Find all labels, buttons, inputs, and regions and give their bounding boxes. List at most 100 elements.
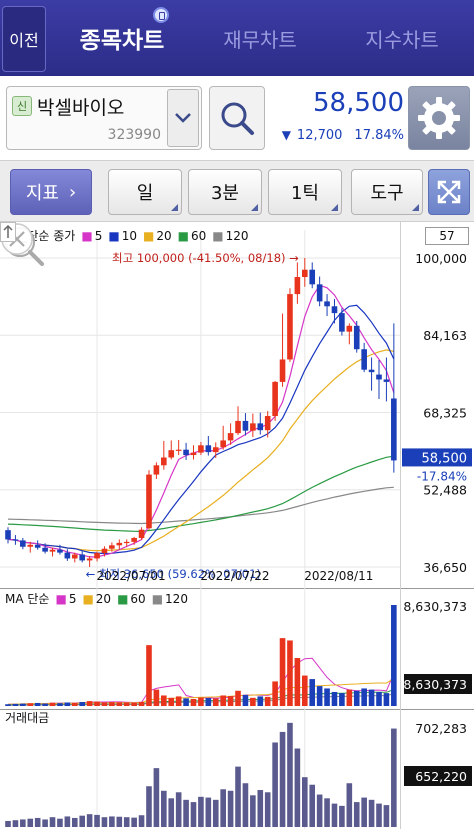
price-change: ▼ 12,700 17.84% bbox=[270, 128, 404, 143]
chart-area[interactable]: MA 단순 종가 ■ 5 ■ 10 ■ 20 ■ 60 ■ 120 MA 단순 ■ 5 ■ 20 ■ 60 ■ 120… bbox=[0, 222, 474, 829]
legend-title: MA 단순 bbox=[5, 592, 49, 606]
candle bbox=[353, 325, 360, 350]
period-day-button[interactable]: 일 bbox=[108, 169, 182, 215]
candle bbox=[190, 452, 197, 456]
candle bbox=[309, 269, 316, 285]
amount-bar bbox=[376, 803, 382, 827]
volume-bar bbox=[71, 702, 78, 706]
amount-bar bbox=[42, 819, 48, 827]
current-price: 58,500 bbox=[313, 88, 404, 118]
amount-bar bbox=[183, 799, 189, 827]
amount-bar bbox=[235, 766, 241, 827]
amount-bar bbox=[5, 820, 11, 827]
candle bbox=[71, 554, 78, 559]
candle bbox=[324, 301, 330, 307]
volume-bar bbox=[175, 696, 182, 706]
candle bbox=[101, 548, 108, 554]
legend-item: 5 bbox=[95, 229, 103, 243]
volume-bar bbox=[49, 702, 56, 706]
amount-bar bbox=[353, 802, 360, 827]
amount-panel-title: 거래대금 bbox=[5, 711, 49, 725]
legend-item: 20 bbox=[96, 592, 111, 606]
volume-bar bbox=[331, 691, 338, 706]
candle bbox=[250, 423, 256, 431]
amount-bar bbox=[346, 783, 353, 827]
volume-bar bbox=[242, 694, 249, 706]
legend-item: 120 bbox=[226, 229, 249, 243]
search-button[interactable] bbox=[209, 86, 265, 150]
settings-button[interactable] bbox=[408, 86, 470, 150]
amount-bar bbox=[175, 792, 182, 827]
volume-bar bbox=[339, 693, 345, 706]
stock-selector[interactable]: 신 박셀바이오 323990 bbox=[6, 86, 202, 150]
volume-bar bbox=[116, 702, 123, 706]
candle bbox=[346, 325, 353, 332]
candle bbox=[339, 313, 345, 332]
amount-bar bbox=[309, 784, 316, 827]
volume-max-label: 8,630,373 bbox=[403, 599, 467, 614]
candle bbox=[294, 277, 301, 295]
corner-triangle-icon bbox=[171, 204, 178, 211]
back-button[interactable]: 이전 bbox=[2, 6, 46, 72]
legend-item: 10 bbox=[122, 229, 137, 243]
down-arrow-icon: ▼ bbox=[281, 128, 291, 142]
stock-name: 박셀바이오 bbox=[37, 97, 125, 119]
period-3min-button[interactable]: 3분 bbox=[188, 169, 262, 215]
volume-bar bbox=[101, 702, 108, 706]
amount-bar bbox=[324, 798, 330, 827]
amount-bar bbox=[383, 805, 390, 827]
corner-triangle-icon bbox=[331, 204, 338, 211]
candle bbox=[205, 445, 212, 453]
volume-bar bbox=[212, 698, 219, 706]
change-amount: 12,700 bbox=[296, 128, 343, 143]
tab-financial-chart[interactable]: 재무차트 bbox=[223, 27, 297, 52]
y-tick-label: 100,000 bbox=[415, 251, 467, 266]
indicator-button[interactable]: 지표 › bbox=[10, 169, 92, 215]
expand-button[interactable] bbox=[428, 169, 470, 215]
tab-stock-chart[interactable]: 종목차트 bbox=[79, 28, 165, 54]
current-change-label: -17.84% bbox=[417, 469, 467, 483]
tab-index-chart[interactable]: 지수차트 bbox=[365, 27, 439, 52]
amount-bar bbox=[168, 798, 175, 827]
candle bbox=[138, 529, 145, 538]
legend-swatch: ■ bbox=[143, 229, 154, 243]
legend-item: 20 bbox=[156, 229, 171, 243]
y-tick-label: 68,325 bbox=[423, 406, 467, 421]
candle bbox=[146, 474, 152, 529]
candle-count-box[interactable]: 57 bbox=[425, 227, 469, 245]
ma-60-line bbox=[7, 455, 394, 533]
legend-swatch: ■ bbox=[82, 592, 93, 606]
amount-bar bbox=[131, 817, 137, 827]
legend-swatch: ■ bbox=[212, 229, 223, 243]
candle bbox=[383, 379, 390, 382]
amount-bar bbox=[287, 722, 293, 827]
amount-bar bbox=[339, 805, 345, 827]
tools-label: 도구 bbox=[370, 183, 404, 204]
candle bbox=[368, 369, 375, 373]
search-icon bbox=[221, 102, 254, 135]
volume-bar bbox=[12, 703, 19, 706]
volume-bar bbox=[309, 679, 316, 706]
legend-swatch: ■ bbox=[178, 229, 189, 243]
candle bbox=[212, 447, 219, 453]
candle bbox=[331, 306, 338, 314]
volume-legend: MA 단순 ■ 5 ■ 20 ■ 60 ■ 120 bbox=[5, 592, 188, 606]
period-1tick-button[interactable]: 1틱 bbox=[268, 169, 342, 215]
volume-bar bbox=[109, 702, 115, 706]
amount-bar bbox=[12, 820, 19, 827]
amount-bar bbox=[294, 748, 301, 827]
chevron-down-icon bbox=[175, 113, 191, 123]
stock-dropdown-button[interactable] bbox=[167, 89, 199, 147]
amount-bar bbox=[49, 817, 56, 827]
candle bbox=[257, 423, 264, 431]
volume-bar bbox=[198, 697, 204, 706]
amount-max-label: 702,283 bbox=[415, 721, 467, 736]
legend-swatch: ■ bbox=[152, 592, 163, 606]
arrow-up-icon[interactable] bbox=[0, 222, 16, 242]
tools-button[interactable]: 도구 bbox=[351, 169, 423, 215]
volume-bar bbox=[294, 658, 301, 706]
amount-bar bbox=[101, 817, 108, 827]
amount-bar bbox=[250, 795, 256, 827]
volume-bar bbox=[20, 703, 26, 706]
